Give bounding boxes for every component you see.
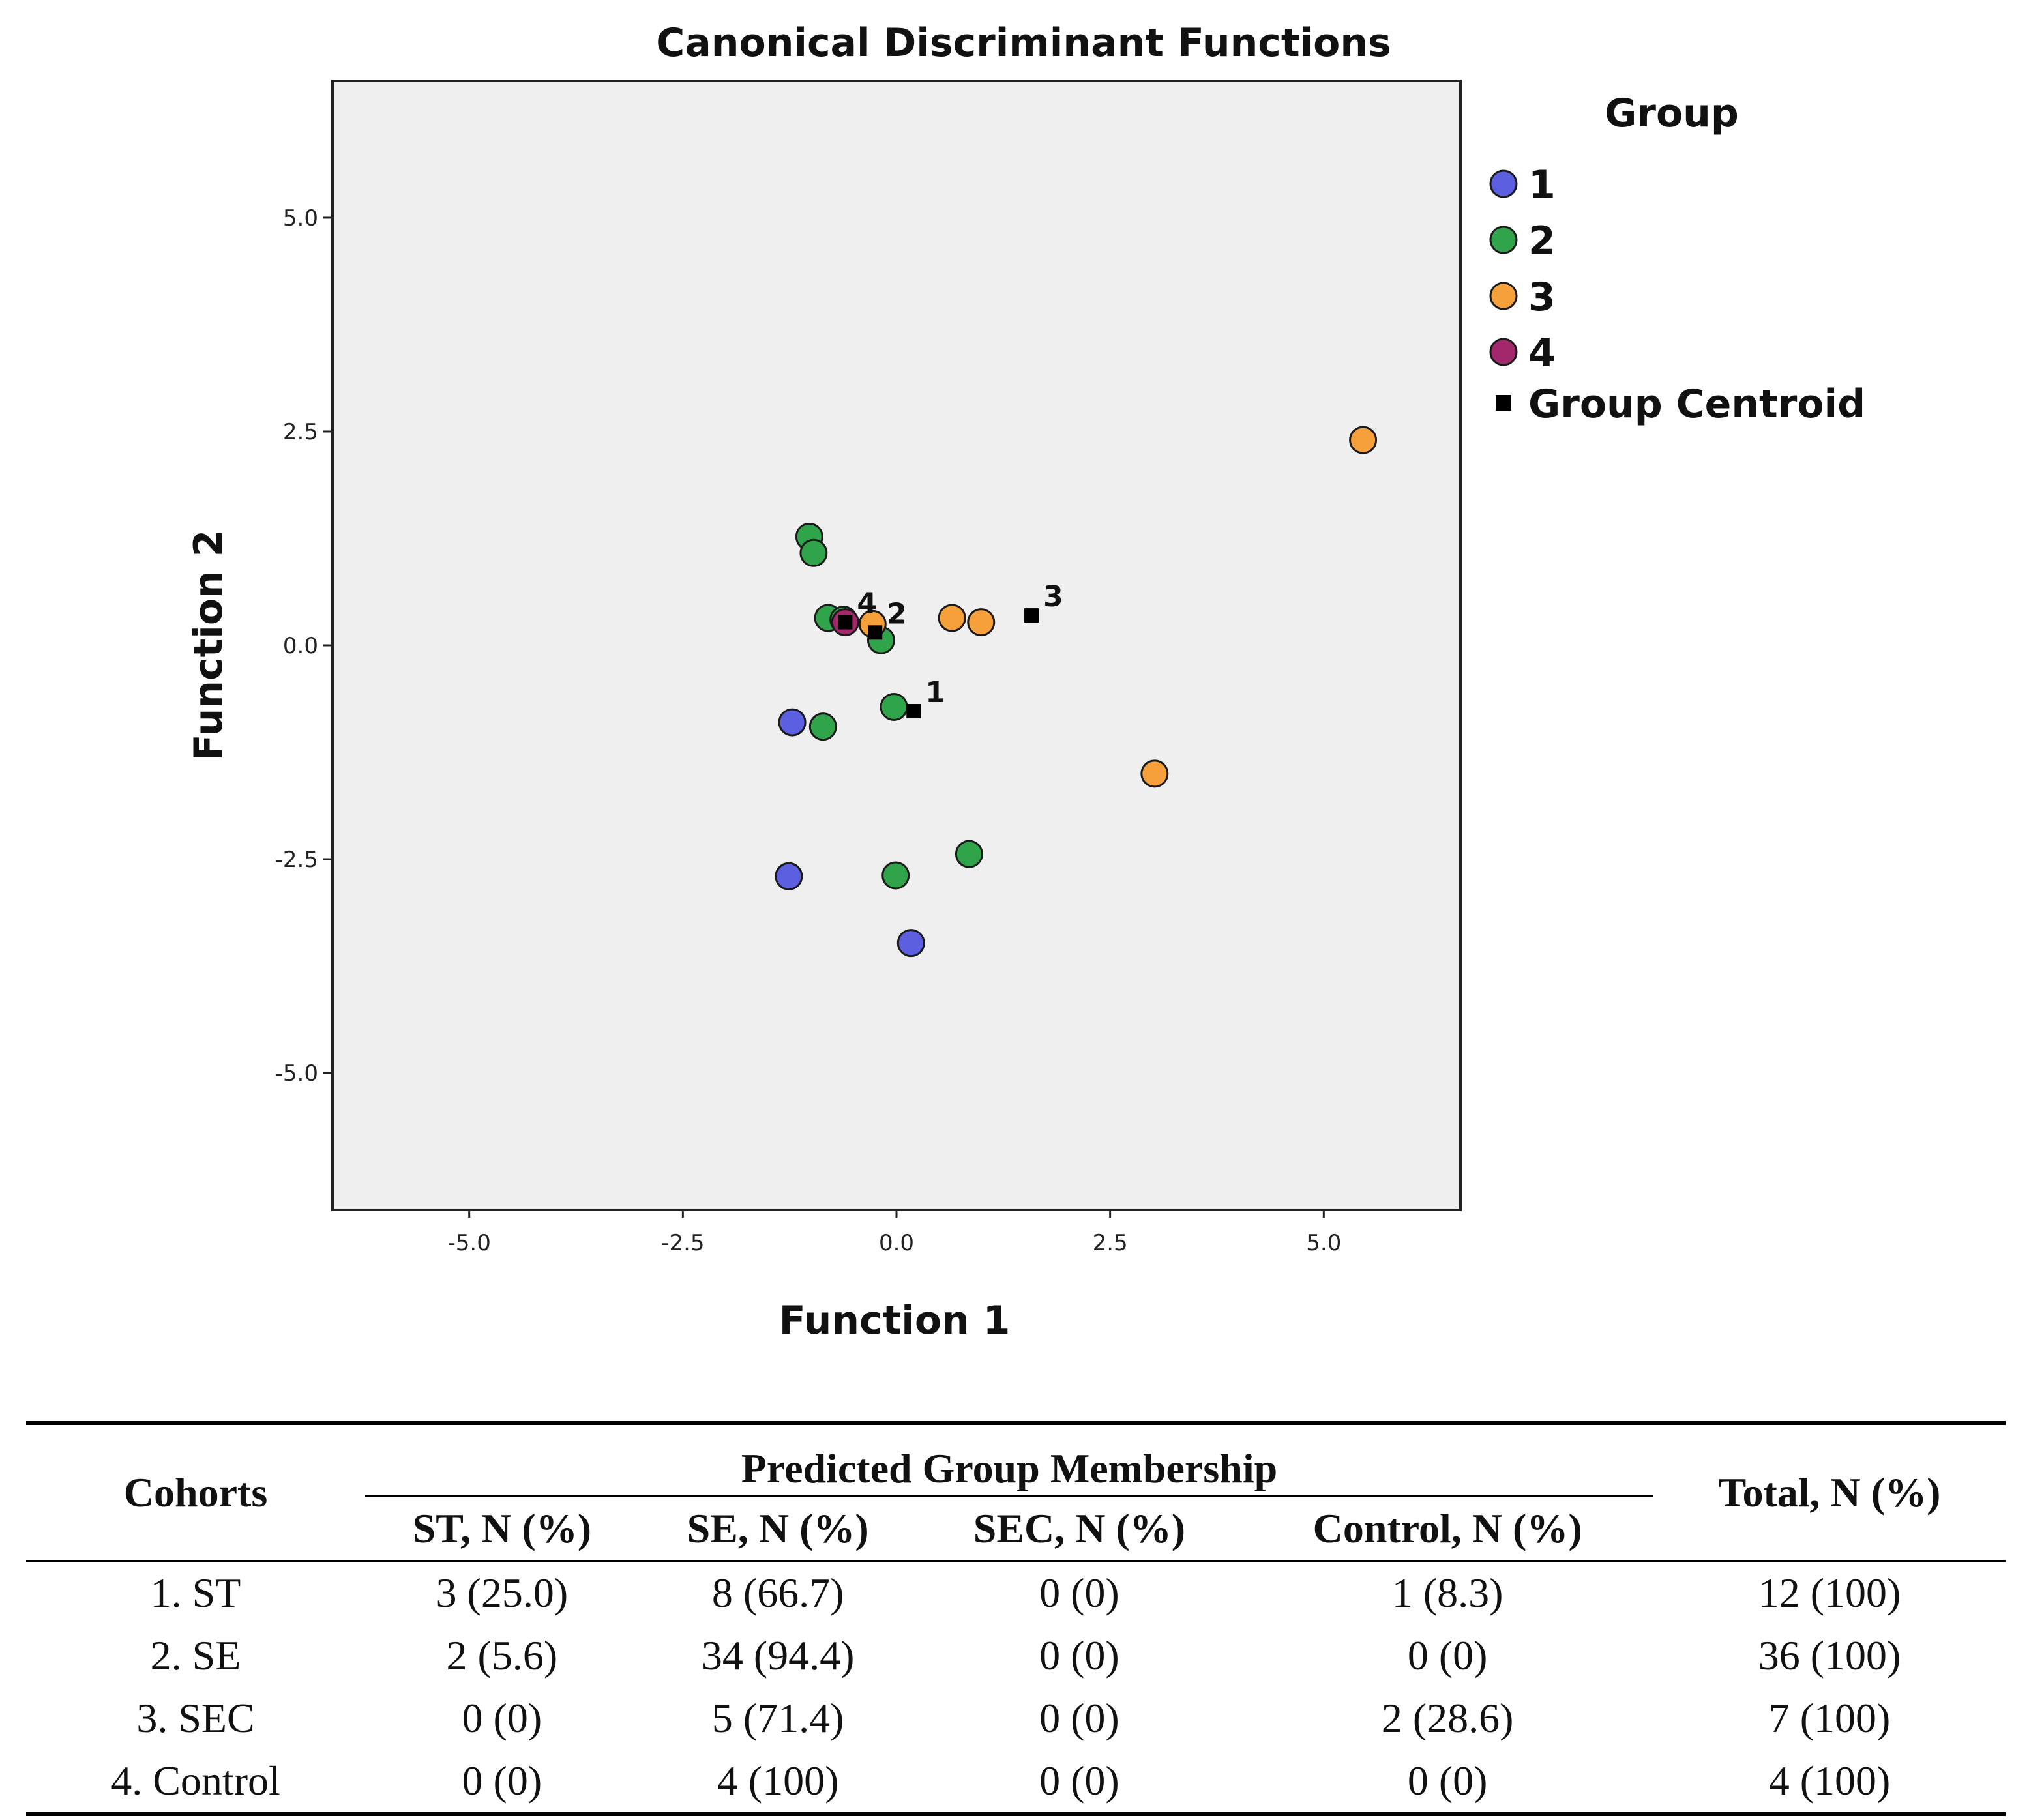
sec-cell: 0 (0) xyxy=(1039,1695,1119,1741)
st-cell: 2 (5.6) xyxy=(446,1632,558,1679)
x-tick-label: -2.5 xyxy=(661,1230,704,1256)
x-tick-label: -5.0 xyxy=(448,1230,491,1256)
total-cell: 36 (100) xyxy=(1758,1632,1901,1679)
y-tick-label: 2.5 xyxy=(283,419,318,445)
sec-header: SEC, N (%) xyxy=(917,1496,1242,1562)
legend-title: Group xyxy=(1605,91,1739,136)
point-group-3 xyxy=(1140,759,1169,788)
legend-label-3: 3 xyxy=(1528,274,1556,320)
predicted-membership-header: Predicted Group Membership xyxy=(365,1421,1653,1497)
point-group-1 xyxy=(775,862,803,890)
table-row: 4. Control 0 (0) 4 (100) 0 (0) 0 (0) 4 (… xyxy=(26,1750,2006,1816)
y-tick-label: -2.5 xyxy=(275,847,318,873)
cohort-cell: 3. SEC xyxy=(136,1695,255,1741)
table-row: 3. SEC 0 (0) 5 (71.4) 0 (0) 2 (28.6) 7 (… xyxy=(26,1687,2006,1750)
cohorts-header: Cohorts xyxy=(26,1421,365,1562)
se-cell: 34 (94.4) xyxy=(701,1632,855,1679)
point-group-2 xyxy=(808,712,837,741)
x-axis: -5.0 -2.5 0.0 2.5 5.0 xyxy=(448,1210,1341,1256)
x-axis-label: Function 1 xyxy=(779,1298,1011,1343)
legend: 1 2 3 4 Group Centroid xyxy=(1489,162,1865,427)
scatter-plot-svg: Canonical Discriminant Functions -5.0 -2.… xyxy=(186,20,1865,1343)
centroid-label-4: 4 xyxy=(857,587,877,621)
st-header: ST, N (%) xyxy=(365,1496,639,1562)
table-row: 1. ST 3 (25.0) 8 (66.7) 0 (0) 1 (8.3) 12… xyxy=(26,1561,2006,1625)
plot-area xyxy=(331,80,1462,1211)
sec-cell: 0 (0) xyxy=(917,1750,1242,1816)
legend-label-4: 4 xyxy=(1528,330,1556,376)
point-group-3 xyxy=(967,608,996,637)
cohort-cell: 2. SE xyxy=(150,1632,241,1679)
legend-label-2: 2 xyxy=(1528,218,1556,264)
centroid-marker-2 xyxy=(868,625,883,640)
point-group-1 xyxy=(896,929,925,958)
cohort-cell: 4. Control xyxy=(26,1750,365,1816)
table-row: 2. SE 2 (5.6) 34 (94.4) 0 (0) 0 (0) 36 (… xyxy=(26,1624,2006,1687)
centroid-label-1: 1 xyxy=(925,676,945,709)
centroid-marker-1 xyxy=(906,704,921,719)
control-cell: 1 (8.3) xyxy=(1391,1570,1503,1616)
legend-centroid-marker xyxy=(1496,395,1511,411)
legend-marker-2 xyxy=(1489,226,1518,254)
control-cell: 0 (0) xyxy=(1407,1632,1488,1679)
legend-marker-1 xyxy=(1489,169,1518,198)
total-cell: 12 (100) xyxy=(1758,1570,1901,1616)
total-cell: 7 (100) xyxy=(1768,1695,1891,1741)
total-header: Total, N (%) xyxy=(1653,1421,2006,1562)
control-cell: 2 (28.6) xyxy=(1381,1695,1514,1741)
y-axis-label: Function 2 xyxy=(186,530,231,761)
point-group-2 xyxy=(955,840,983,868)
y-tick-label: -5.0 xyxy=(275,1061,318,1087)
centroid-marker-4 xyxy=(838,615,853,630)
point-group-1 xyxy=(778,708,807,737)
legend-marker-4 xyxy=(1489,338,1518,366)
centroid-marker-3 xyxy=(1024,608,1039,623)
sec-cell: 0 (0) xyxy=(1039,1632,1119,1679)
point-group-2 xyxy=(799,538,828,567)
group-centroids: 1 2 3 4 xyxy=(838,580,1063,719)
classification-table: Cohorts Predicted Group Membership Total… xyxy=(26,1421,2006,1816)
st-cell: 0 (0) xyxy=(462,1695,542,1741)
data-points xyxy=(775,426,1378,958)
st-cell: 0 (0) xyxy=(365,1750,639,1816)
sec-cell: 0 (0) xyxy=(1039,1570,1119,1616)
legend-label-1: 1 xyxy=(1528,162,1556,208)
total-cell: 4 (100) xyxy=(1653,1750,2006,1816)
point-group-2 xyxy=(880,692,908,721)
se-cell: 5 (71.4) xyxy=(711,1695,844,1741)
centroid-label-3: 3 xyxy=(1043,580,1063,613)
legend-marker-3 xyxy=(1489,282,1518,310)
point-group-3 xyxy=(1349,426,1378,454)
y-axis: 5.0 2.5 0.0 -2.5 -5.0 xyxy=(275,205,333,1087)
discriminant-chart: Canonical Discriminant Functions -5.0 -2.… xyxy=(186,20,1865,1343)
control-header: Control, N (%) xyxy=(1241,1496,1653,1562)
point-group-3 xyxy=(938,604,966,632)
point-group-2 xyxy=(881,861,910,890)
control-cell: 0 (0) xyxy=(1241,1750,1653,1816)
y-tick-label: 0.0 xyxy=(283,633,318,659)
st-cell: 3 (25.0) xyxy=(436,1570,569,1616)
se-cell: 8 (66.7) xyxy=(711,1570,844,1616)
legend-centroid-label: Group Centroid xyxy=(1528,381,1865,427)
se-header: SE, N (%) xyxy=(638,1496,917,1562)
x-tick-label: 2.5 xyxy=(1093,1230,1128,1256)
se-cell: 4 (100) xyxy=(638,1750,917,1816)
chart-title: Canonical Discriminant Functions xyxy=(656,20,1391,66)
cohort-cell: 1. ST xyxy=(150,1570,241,1616)
centroid-label-2: 2 xyxy=(887,597,907,630)
x-tick-label: 5.0 xyxy=(1306,1230,1341,1256)
x-tick-label: 0.0 xyxy=(879,1230,914,1256)
y-tick-label: 5.0 xyxy=(283,205,318,231)
